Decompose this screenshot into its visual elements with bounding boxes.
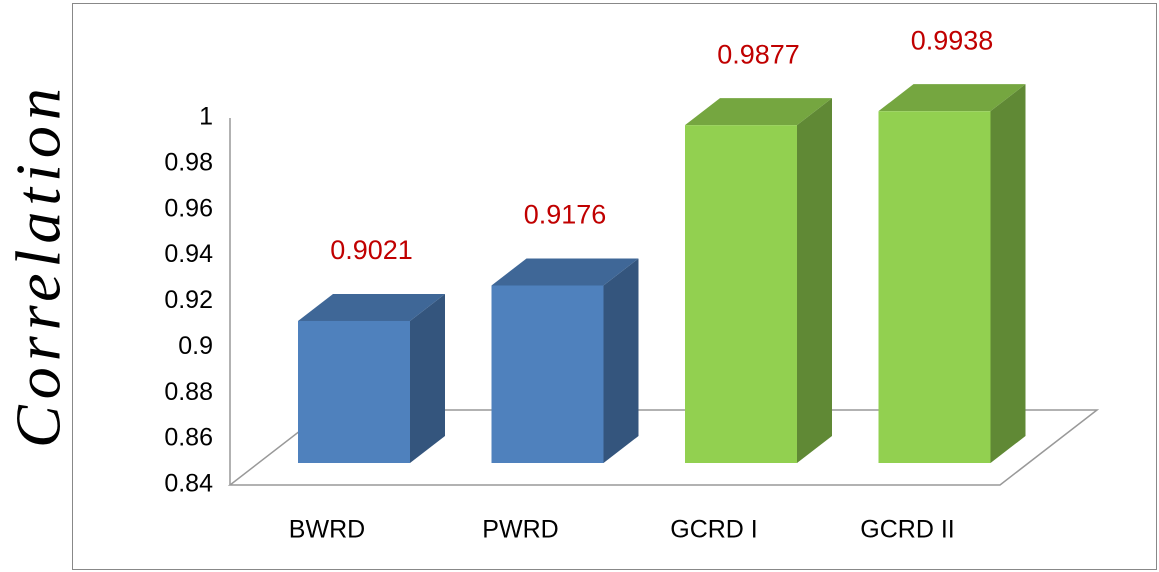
bar-side [990,84,1026,464]
x-tick-label: GCRD I [670,516,758,544]
y-tick-label: 0.98 [164,148,213,176]
bar [298,320,410,463]
y-tick-label: 1 [199,103,213,131]
value-label: 0.9021 [330,235,413,265]
bar-top [298,293,445,321]
bar-top [685,98,832,126]
bar [491,285,604,463]
bar-top [878,84,1026,112]
bar-top [491,258,639,286]
value-label: 0.9176 [524,200,607,230]
x-tick-label: GCRD II [860,516,954,544]
bar-side [410,293,445,463]
y-tick-label: 0.92 [164,286,213,314]
bar-side [797,98,832,463]
value-label: 0.9877 [717,39,800,69]
y-tick-label: 0.86 [164,424,213,452]
bar [685,125,797,463]
bar [878,111,991,464]
bar-side [603,258,639,463]
y-tick-label: 0.94 [164,240,213,268]
y-tick-label: 0.84 [164,470,213,498]
y-tick-label: 0.96 [164,194,213,222]
y-axis-title: Correlation [3,82,74,448]
x-tick-label: BWRD [289,516,365,544]
value-label: 0.9938 [911,25,994,55]
y-tick-label: 0.88 [164,378,213,406]
x-tick-label: PWRD [482,516,558,544]
y-tick-label: 0.9 [178,332,213,360]
